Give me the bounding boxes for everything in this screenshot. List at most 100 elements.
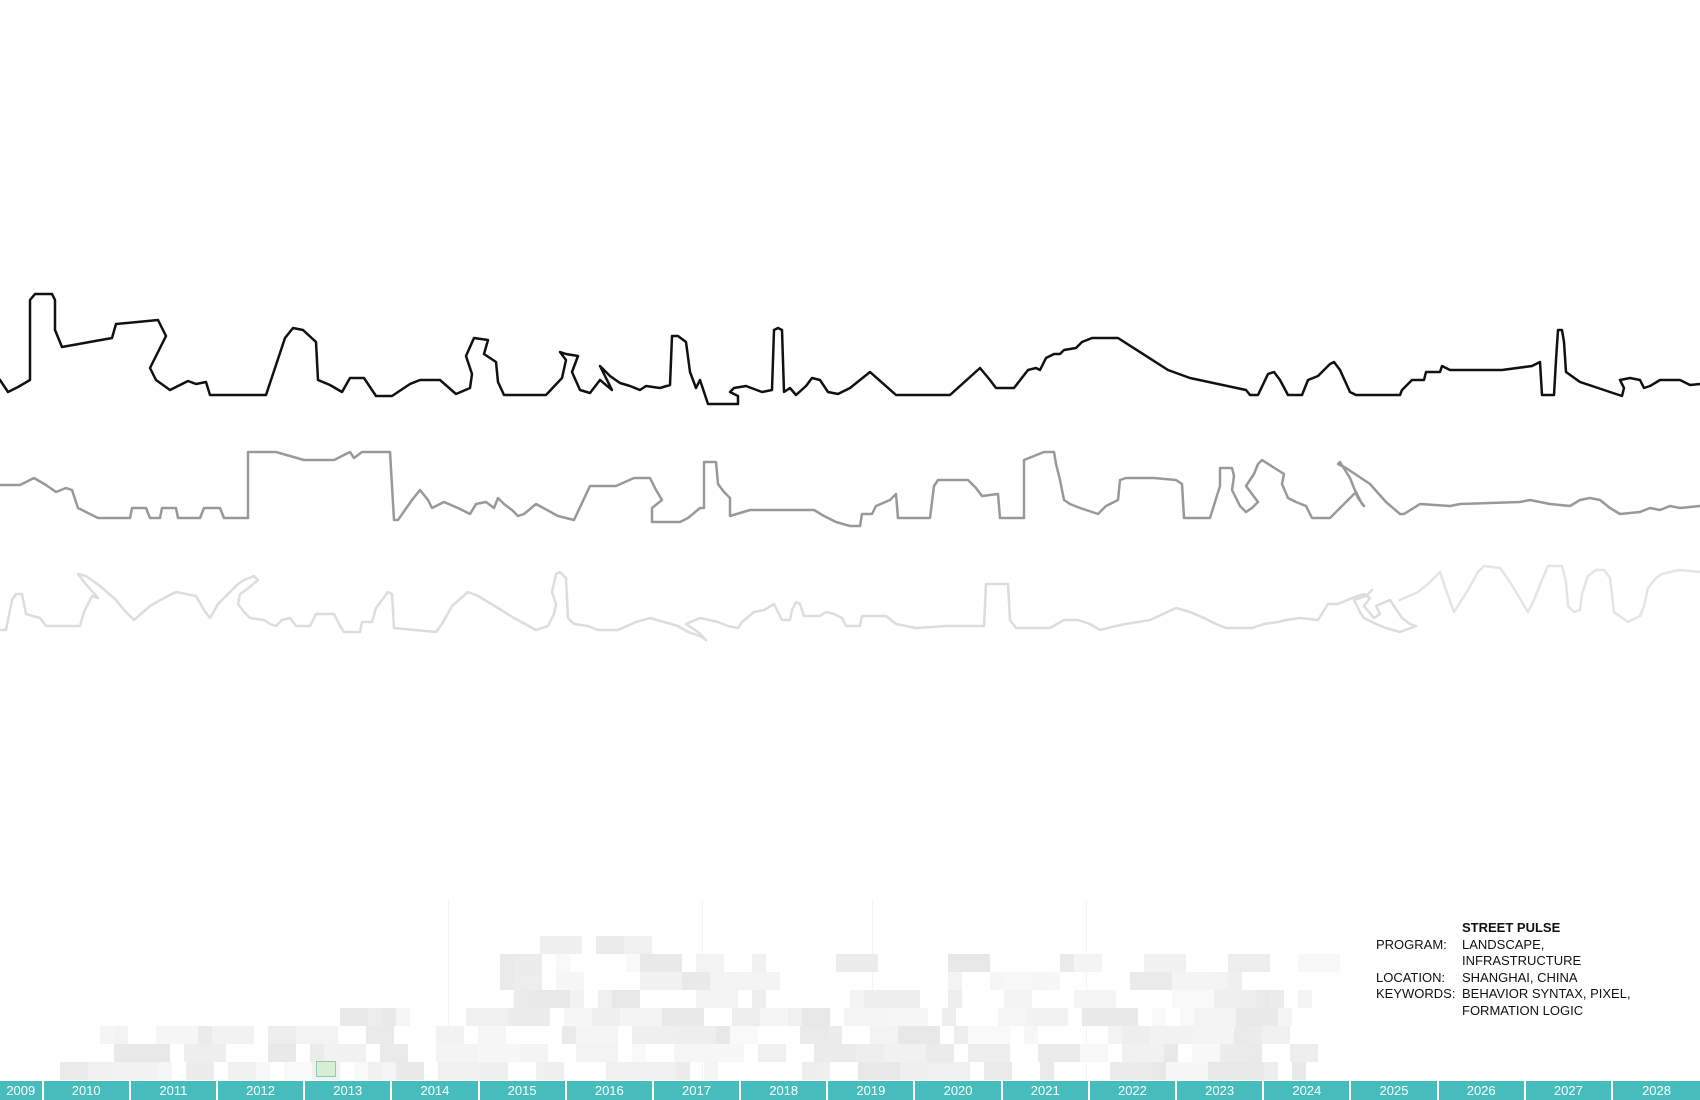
pixel-cell [850, 990, 864, 1008]
pixel-cell [396, 1062, 424, 1080]
pixel-cell [256, 1062, 270, 1080]
timeline-year-2015[interactable]: 2015 [480, 1081, 567, 1100]
pixel-cell [886, 1008, 928, 1026]
timeline-year-2020[interactable]: 2020 [915, 1081, 1003, 1100]
pixel-cell [368, 1062, 382, 1080]
pixel-cell [1172, 972, 1214, 990]
program-label: PROGRAM: [1376, 936, 1447, 952]
program-value: LANDSCAPE, INFRASTRUCTURE [1462, 936, 1582, 969]
pixel-cell [1074, 954, 1102, 972]
pixel-cell [142, 1044, 170, 1062]
pixel-cell [1262, 1026, 1290, 1044]
pixel-cell [1228, 972, 1242, 990]
pixel-cell [662, 1008, 704, 1026]
location-row: LOCATION: SHANGHAI, CHINA [1376, 970, 1676, 987]
pixel-cell [382, 1008, 396, 1026]
pixel-cell [926, 1044, 954, 1062]
pixel-cell [596, 936, 624, 954]
pixel-cell [438, 1062, 480, 1080]
pixel-cell [954, 1026, 968, 1044]
pixel-cell [1192, 1026, 1234, 1044]
timeline-year-2024[interactable]: 2024 [1264, 1081, 1352, 1100]
pixel-cell [696, 954, 724, 972]
timeline-year-2017[interactable]: 2017 [654, 1081, 742, 1100]
timeline-year-2028[interactable]: 2028 [1642, 1083, 1671, 1098]
pixel-cell [1236, 1008, 1278, 1026]
pixel-cell [500, 972, 514, 990]
skyline-line-primary [0, 292, 1700, 406]
timeline-year-2026[interactable]: 2026 [1439, 1081, 1526, 1100]
pixel-cell [564, 1008, 592, 1026]
pixel-cell [1298, 954, 1340, 972]
timeline-year-2010[interactable]: 2010 [44, 1081, 131, 1100]
timeline-year-2009[interactable]: 2009 [0, 1081, 44, 1100]
skyline-line-tertiary [0, 570, 1418, 642]
pixel-cell [508, 1008, 550, 1026]
timeline-year-2021[interactable]: 2021 [1003, 1081, 1090, 1100]
timeline-year-2023[interactable]: 2023 [1177, 1081, 1265, 1100]
pixel-cell [948, 972, 962, 990]
timeline-year-2014[interactable]: 2014 [392, 1081, 480, 1100]
pixel-cell [1248, 1044, 1262, 1062]
pixel-cell [998, 1008, 1026, 1026]
timeline-year-2012[interactable]: 2012 [218, 1081, 306, 1100]
pixel-cell [198, 1026, 212, 1044]
pixel-cell [1136, 1044, 1164, 1062]
pixel-cell [1130, 972, 1172, 990]
pixel-cell [620, 1008, 662, 1026]
skyline-line-tertiary-right [1398, 564, 1700, 624]
pixel-field-divider [448, 900, 449, 1080]
pixel-cell [674, 1026, 716, 1044]
timeline-year-2011[interactable]: 2011 [131, 1081, 218, 1100]
pixel-cell [366, 1026, 394, 1044]
program-row: PROGRAM: LANDSCAPE, INFRASTRUCTURE [1376, 937, 1676, 970]
pixel-cell [186, 1062, 214, 1080]
pixel-cell [1236, 1062, 1264, 1080]
timeline-year-2013[interactable]: 2013 [305, 1081, 393, 1100]
pixel-cell [1004, 990, 1032, 1008]
pixel-cell [1248, 1026, 1262, 1044]
pixel-cell [1298, 990, 1312, 1008]
pixel-cell [1192, 1044, 1220, 1062]
pixel-cell [858, 1062, 900, 1080]
pixel-cell [576, 1026, 618, 1044]
pixel-cell [732, 1008, 760, 1026]
timeline-year-2018[interactable]: 2018 [741, 1081, 829, 1100]
pixel-cell [478, 1026, 506, 1044]
pixel-cell [1214, 972, 1228, 990]
pixel-cell [592, 1008, 620, 1026]
pixel-cell [396, 1008, 410, 1026]
pixel-cell [802, 1062, 816, 1080]
pixel-cell [1164, 1044, 1178, 1062]
pixel-cell [60, 1062, 88, 1080]
pixel-cell [898, 1026, 912, 1044]
pixel-cell [626, 954, 640, 972]
project-info-block: STREET PULSE PROGRAM: LANDSCAPE, INFRAST… [1376, 920, 1676, 1019]
timeline-year-2027[interactable]: 2027 [1526, 1081, 1613, 1100]
pixel-cell [906, 990, 920, 1008]
pixel-cell [324, 1044, 338, 1062]
pixel-cell [480, 1062, 508, 1080]
pixel-cell [1038, 1044, 1080, 1062]
pixel-cell [520, 1044, 548, 1062]
selected-year-marker[interactable] [316, 1061, 336, 1077]
pixel-cell [1060, 954, 1074, 972]
pixel-cell [354, 1062, 368, 1080]
pixel-cell [436, 1044, 478, 1062]
pixel-cell [1108, 1026, 1122, 1044]
location-value: SHANGHAI, CHINA [1462, 969, 1578, 985]
timeline-year-2016[interactable]: 2016 [567, 1081, 654, 1100]
pixel-cell [1144, 954, 1186, 972]
pixel-cell [1166, 1062, 1208, 1080]
timeline-year-2025[interactable]: 2025 [1351, 1081, 1439, 1100]
pixel-cell [1194, 1008, 1236, 1026]
pixel-cell [856, 1044, 884, 1062]
pixel-cell [1256, 990, 1270, 1008]
location-label: LOCATION: [1376, 969, 1446, 985]
pixel-cell [632, 1044, 646, 1062]
timeline-year-2022[interactable]: 2022 [1090, 1081, 1178, 1100]
timeline-year-2019[interactable]: 2019 [828, 1081, 916, 1100]
pixel-cell [612, 990, 640, 1008]
pixel-cell [884, 1044, 926, 1062]
pixel-cell [100, 1026, 114, 1044]
